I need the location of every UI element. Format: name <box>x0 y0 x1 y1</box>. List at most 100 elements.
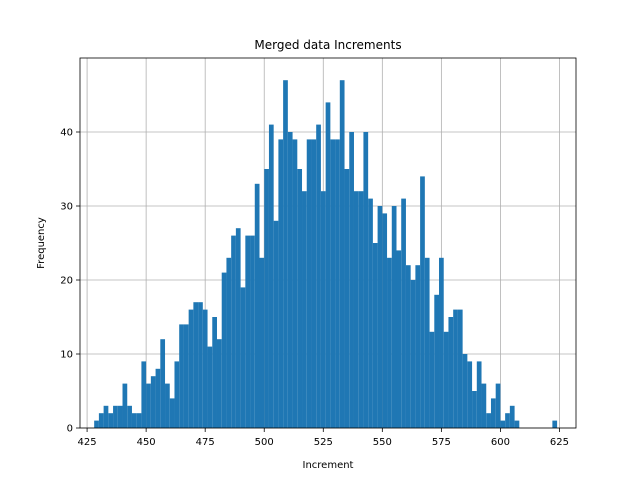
y-tick-label: 30 <box>60 202 73 213</box>
y-axis-ticks: 0 10 20 30 40 <box>60 128 80 435</box>
histogram-bar <box>98 413 104 428</box>
histogram-bar <box>410 280 416 428</box>
histogram-bar <box>429 331 435 428</box>
x-axis-label: Increment <box>303 460 354 471</box>
histogram-bar <box>316 124 321 428</box>
histogram-bar <box>462 354 468 428</box>
histogram-bar <box>396 250 402 428</box>
histogram-bar <box>514 420 520 428</box>
histogram-bar <box>94 420 99 428</box>
histogram-bar <box>424 257 430 428</box>
x-tick-label: 500 <box>255 437 274 448</box>
chart-title: Merged data Increments <box>254 38 401 52</box>
histogram-bar <box>302 191 307 428</box>
histogram-bar <box>113 405 118 428</box>
histogram-bar <box>391 206 397 428</box>
histogram-bar <box>344 169 350 428</box>
histogram-bar <box>415 265 421 428</box>
histogram-bar <box>231 235 236 428</box>
histogram-bar <box>377 206 383 428</box>
x-tick-label: 475 <box>196 437 215 448</box>
histogram-bar <box>250 235 255 428</box>
histogram-bar <box>150 376 156 428</box>
histogram-bar <box>278 139 284 428</box>
histogram-bar <box>368 198 373 428</box>
histogram-bar <box>240 287 246 428</box>
histogram-bar <box>320 191 326 428</box>
histogram-bar <box>325 102 331 429</box>
histogram-bar <box>490 398 496 428</box>
histogram-bar <box>169 398 175 428</box>
histogram-bar <box>146 383 151 428</box>
histogram-bar <box>216 339 222 428</box>
histogram-bar <box>495 383 501 428</box>
histogram-bar <box>363 132 369 428</box>
histogram-bar <box>179 324 184 428</box>
x-tick-label: 525 <box>314 437 333 448</box>
histogram-bar <box>297 169 303 428</box>
histogram-bar <box>552 420 558 428</box>
histogram-bar <box>453 309 458 428</box>
histogram-bar <box>509 405 515 428</box>
histogram-bar <box>188 309 194 428</box>
histogram-bar <box>183 324 189 428</box>
x-axis-ticks: 425 450 475 500 525 550 575 600 625 <box>78 428 569 448</box>
histogram-bar <box>174 361 180 428</box>
plot-frame <box>79 57 577 429</box>
histogram-bar <box>268 124 274 428</box>
histogram-bar <box>259 257 265 428</box>
histogram-bar <box>193 302 199 428</box>
histogram-bar <box>448 317 454 428</box>
histogram-bar <box>434 294 440 428</box>
histogram-bar <box>353 191 359 428</box>
histogram-bar <box>198 302 203 428</box>
histogram-bar <box>335 139 340 428</box>
histogram-bar <box>443 331 449 428</box>
histogram-bar <box>292 139 298 428</box>
histogram-bar <box>349 132 354 428</box>
histogram-bars <box>94 80 558 429</box>
histogram-bar <box>439 257 444 428</box>
histogram-bar <box>382 213 388 428</box>
x-tick-label: 450 <box>137 437 156 448</box>
histogram-bar <box>264 169 269 428</box>
histogram-bar <box>486 413 491 428</box>
histogram-bar <box>311 139 317 428</box>
histogram-bar <box>127 405 132 428</box>
histogram-bar <box>212 317 217 428</box>
x-tick-label: 625 <box>550 437 569 448</box>
histogram-bar <box>207 346 213 428</box>
histogram-bar <box>358 191 364 428</box>
x-tick-label: 550 <box>373 437 392 448</box>
y-tick-label: 20 <box>60 276 73 287</box>
histogram-bar <box>245 235 251 428</box>
histogram-bar <box>476 361 482 428</box>
histogram-bar <box>226 257 232 428</box>
histogram-bar <box>273 220 279 428</box>
histogram-bar <box>155 368 161 428</box>
histogram-bar <box>235 228 241 428</box>
y-tick-label: 0 <box>67 424 73 435</box>
histogram-bar <box>202 309 208 428</box>
histogram-bar <box>117 405 123 428</box>
histogram-bar <box>372 243 378 428</box>
histogram-bar <box>108 413 114 428</box>
histogram-bar <box>165 383 170 428</box>
histogram-bar <box>472 391 477 428</box>
histogram-bar <box>287 132 293 428</box>
histogram-bar <box>481 383 487 428</box>
x-tick-label: 575 <box>432 437 451 448</box>
histogram-bar <box>131 413 137 428</box>
histogram-bar <box>306 139 312 428</box>
x-tick-label: 425 <box>78 437 97 448</box>
histogram-bar <box>401 198 406 428</box>
histogram-bar <box>221 272 227 428</box>
histogram-bar <box>420 176 425 428</box>
histogram-bar <box>339 80 345 428</box>
histogram-bar <box>457 309 463 428</box>
histogram-bar <box>500 420 506 428</box>
histogram-bar <box>405 265 411 428</box>
histogram-bar <box>505 413 510 428</box>
histogram-bar <box>254 183 260 428</box>
